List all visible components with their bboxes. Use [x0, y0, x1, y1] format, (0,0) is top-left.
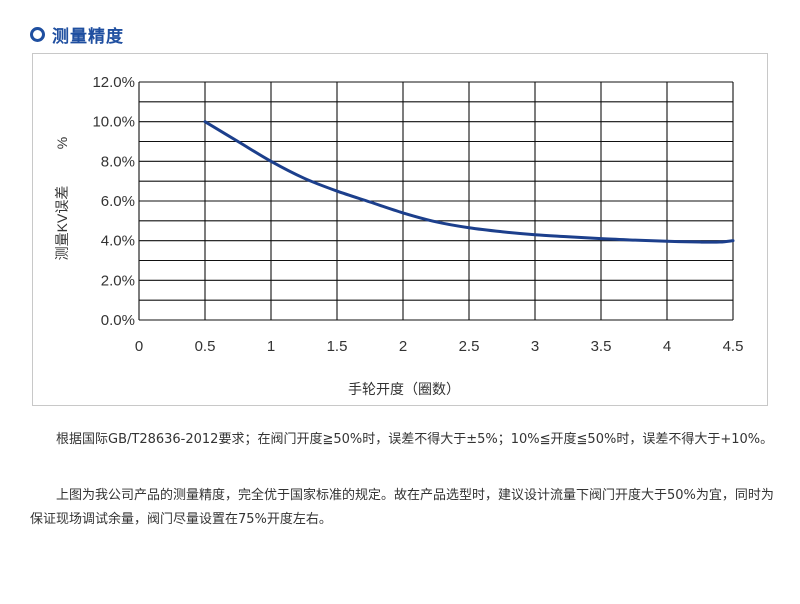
x-tick-label: 4	[663, 338, 671, 355]
y-tick-label: 4.0%	[101, 233, 135, 250]
chart-frame: 0.0% 2.0% 4.0% 6.0% 8.0% 10.0% 12.0% 0 0.5 1 1.5 2 2…	[32, 53, 768, 406]
y-tick-label: 10.0%	[92, 114, 135, 131]
section-header: 测量精度	[30, 22, 124, 47]
y-axis-title: 测量KV误差	[54, 186, 70, 261]
x-tick-label: 2	[399, 338, 407, 355]
x-tick-label: 3.5	[591, 338, 612, 355]
x-axis-title: 手轮开度（圈数）	[348, 381, 460, 397]
description-standard: 根据国际GB/T28636-2012要求；在阀门开度≧50%时，误差不得大于±5…	[56, 432, 774, 447]
y-tick-label: 0.0%	[101, 312, 135, 329]
x-tick-label: 0	[135, 338, 143, 355]
x-tick-label: 3	[531, 338, 539, 355]
section-title: 测量精度	[52, 26, 124, 47]
line-chart: 0.0% 2.0% 4.0% 6.0% 8.0% 10.0% 12.0% 0 0.5 1 1.5 2 2…	[54, 74, 744, 397]
ring-icon	[30, 26, 45, 42]
y-tick-label: 2.0%	[101, 272, 135, 289]
y-axis-unit: %	[54, 137, 70, 149]
x-tick-label: 1.5	[327, 338, 348, 355]
x-tick-label: 2.5	[459, 338, 480, 355]
x-tick-label: 4.5	[723, 338, 744, 355]
y-tick-label: 6.0%	[101, 193, 135, 210]
x-tick-label: 1	[267, 338, 275, 355]
y-tick-label: 8.0%	[101, 153, 135, 170]
y-tick-label: 12.0%	[92, 74, 135, 91]
x-tick-label: 0.5	[195, 338, 216, 355]
series-line	[203, 120, 735, 244]
description-product: 上图为我公司产品的测量精度，完全优于国家标准的规定。故在产品选型时，建议设计流量…	[30, 488, 774, 527]
